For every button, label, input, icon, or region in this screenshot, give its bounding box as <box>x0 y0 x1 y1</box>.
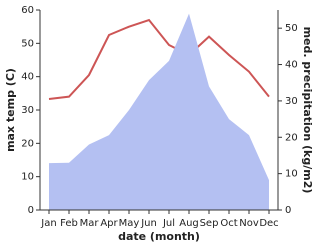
y2-tick-label: 10 <box>285 169 298 180</box>
y2-tick-label: 0 <box>285 205 291 216</box>
y2-tick-label: 30 <box>285 96 298 107</box>
x-tick-label: Oct <box>220 218 237 229</box>
y-axis-label: max temp (C) <box>4 68 17 152</box>
precipitation-area <box>49 13 269 210</box>
y-tick-label: 0 <box>28 205 34 216</box>
x-tick-label: Feb <box>60 218 78 229</box>
y2-tick-label: 40 <box>285 60 298 71</box>
y-tick-label: 60 <box>21 5 34 16</box>
y-tick-label: 10 <box>21 172 34 183</box>
temp-line <box>48 18 270 100</box>
x-tick-label: Jun <box>140 218 157 229</box>
x-tick-label: Aug <box>179 218 199 229</box>
y2-tick-label: 20 <box>285 132 298 143</box>
y-tick-label: 20 <box>21 138 34 149</box>
x-tick-label: Sep <box>200 218 219 229</box>
y-tick-label: 50 <box>21 38 34 49</box>
y-tick-label: 40 <box>21 72 34 83</box>
x-tick-label: May <box>119 218 140 229</box>
x-axis-label: date (month) <box>118 230 200 243</box>
x-tick-label: Jan <box>40 218 56 229</box>
x-tick-label: Nov <box>239 218 259 229</box>
x-tick-label: Jul <box>162 218 175 229</box>
x-tick-label: Apr <box>100 218 118 229</box>
x-tick-label: Mar <box>80 218 100 229</box>
y2-axis-label: med. precipitation (kg/m2) <box>301 27 314 194</box>
x-tick-label: Dec <box>259 218 278 229</box>
y2-tick-label: 50 <box>285 23 298 34</box>
y-tick-label: 30 <box>21 105 34 116</box>
